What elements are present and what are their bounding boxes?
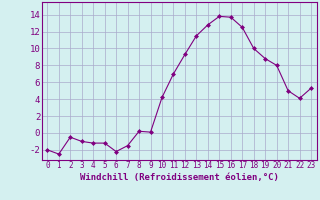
X-axis label: Windchill (Refroidissement éolien,°C): Windchill (Refroidissement éolien,°C) — [80, 173, 279, 182]
